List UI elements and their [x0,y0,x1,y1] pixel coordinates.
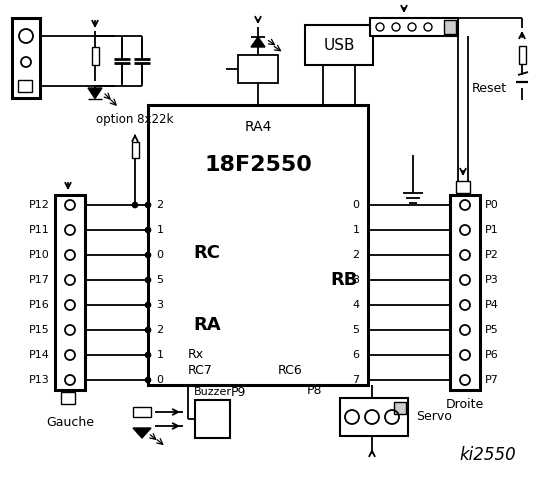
Text: P13: P13 [29,375,50,385]
Bar [450,195,480,390]
Text: P14: P14 [29,350,50,360]
Text: 18F2550: 18F2550 [204,155,312,175]
Text: P8: P8 [307,384,323,396]
Text: P2: P2 [485,250,499,260]
Text: 1: 1 [156,225,164,235]
Circle shape [145,377,150,383]
Text: RC7: RC7 [188,363,213,376]
Text: USB: USB [324,37,355,52]
Bar [61,392,75,404]
Text: Gauche: Gauche [46,416,94,429]
Bar [12,18,40,98]
Text: 2: 2 [156,200,164,210]
Circle shape [133,203,138,207]
Text: 6: 6 [352,350,359,360]
Text: 3: 3 [352,275,359,285]
Bar [305,25,373,65]
Text: P15: P15 [29,325,50,335]
Circle shape [145,302,150,308]
Text: P16: P16 [29,300,50,310]
Text: P17: P17 [29,275,50,285]
Text: 5: 5 [352,325,359,335]
Bar [394,402,406,414]
Text: P0: P0 [485,200,499,210]
Text: 2: 2 [156,325,164,335]
Circle shape [145,228,150,232]
Text: ki2550: ki2550 [460,446,517,464]
Text: P4: P4 [485,300,499,310]
Bar [132,142,138,158]
Text: Servo: Servo [416,410,452,423]
Polygon shape [133,428,151,438]
Text: Droite: Droite [446,398,484,411]
Text: 7: 7 [352,375,359,385]
Text: Buzzer: Buzzer [194,387,232,397]
Bar [55,195,85,390]
Polygon shape [88,88,102,98]
Text: P11: P11 [29,225,50,235]
Circle shape [145,327,150,333]
Text: RA: RA [193,316,221,334]
Bar [195,400,230,438]
Text: RB: RB [330,271,357,289]
Text: 2: 2 [352,250,359,260]
Polygon shape [251,37,265,47]
Text: 5: 5 [156,275,164,285]
Bar [456,181,470,193]
Text: 1: 1 [156,350,164,360]
Bar [238,55,278,83]
Bar [18,80,32,92]
Text: 0: 0 [156,250,164,260]
Bar [340,398,408,436]
Text: RC: RC [193,244,220,262]
Bar [91,47,98,65]
Bar [148,105,368,385]
Text: option 8x22k: option 8x22k [96,113,174,127]
Text: 0: 0 [352,200,359,210]
Text: RA4: RA4 [244,120,272,134]
Text: Rx: Rx [188,348,204,361]
Text: 3: 3 [156,300,164,310]
Text: 4: 4 [352,300,359,310]
Circle shape [145,203,150,207]
Text: P5: P5 [485,325,499,335]
Text: P9: P9 [230,385,246,398]
Circle shape [145,252,150,257]
Text: 0: 0 [156,375,164,385]
Text: P10: P10 [29,250,50,260]
Bar [370,18,458,36]
Circle shape [145,277,150,283]
Text: RC6: RC6 [278,363,302,376]
Text: P1: P1 [485,225,499,235]
Circle shape [145,352,150,358]
Text: P12: P12 [29,200,50,210]
Text: Reset: Reset [472,82,507,95]
Bar [444,20,456,34]
Text: P7: P7 [485,375,499,385]
Text: 1: 1 [352,225,359,235]
Text: P6: P6 [485,350,499,360]
Text: P3: P3 [485,275,499,285]
Bar [133,407,151,417]
Bar [519,46,525,64]
